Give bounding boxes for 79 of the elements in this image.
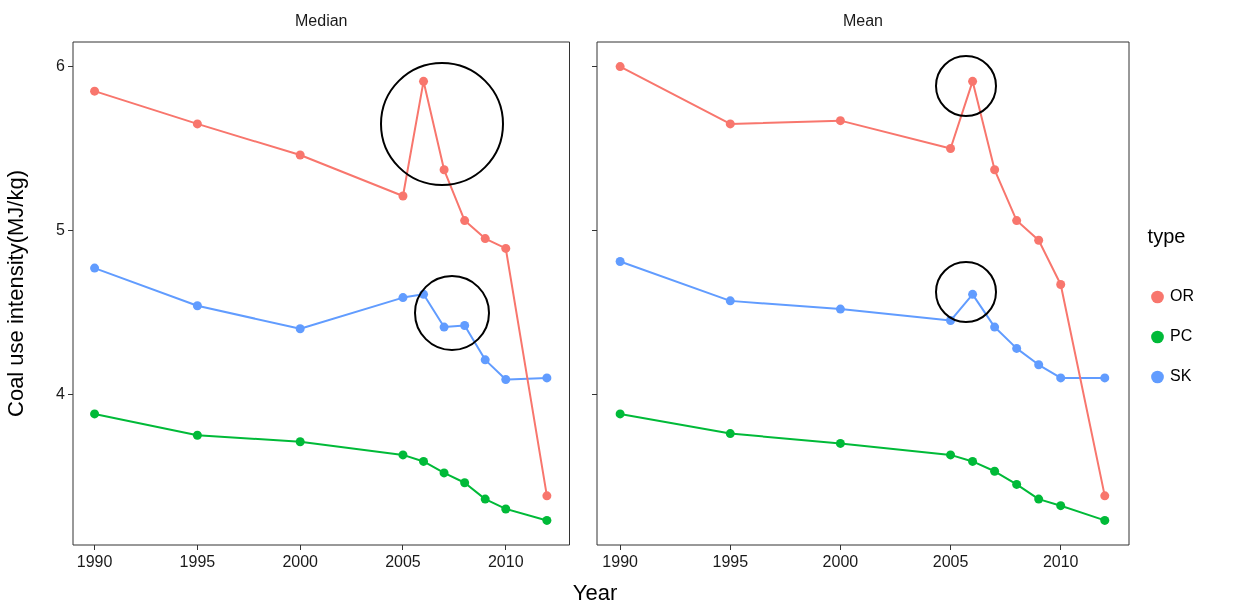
x-tick-label: 2005 bbox=[932, 553, 969, 571]
point bbox=[1056, 373, 1066, 383]
point bbox=[192, 430, 202, 440]
x-tick-label: 1990 bbox=[76, 553, 113, 571]
point bbox=[990, 165, 1000, 175]
point bbox=[480, 355, 490, 365]
point bbox=[295, 437, 305, 447]
point bbox=[725, 296, 735, 306]
point bbox=[90, 86, 100, 96]
point bbox=[460, 320, 470, 330]
point bbox=[90, 409, 100, 419]
chart-title: Mean bbox=[842, 12, 884, 30]
point bbox=[1100, 515, 1110, 525]
point bbox=[501, 243, 511, 253]
y-axis-title: Coal use intensity(MJ/kg) bbox=[3, 170, 29, 417]
point bbox=[501, 375, 511, 385]
point bbox=[725, 429, 735, 439]
legend-label: PC bbox=[1170, 327, 1193, 345]
point bbox=[439, 165, 449, 175]
point bbox=[990, 466, 1000, 476]
legend-label: OR bbox=[1170, 287, 1194, 305]
point bbox=[1056, 279, 1066, 289]
legend-label: SK bbox=[1170, 367, 1192, 385]
point bbox=[480, 494, 490, 504]
point bbox=[968, 456, 978, 466]
point bbox=[615, 257, 625, 267]
x-axis-title: Year bbox=[571, 580, 619, 606]
point bbox=[1034, 494, 1044, 504]
point bbox=[835, 438, 845, 448]
point bbox=[615, 62, 625, 72]
point bbox=[968, 76, 978, 86]
point bbox=[542, 491, 552, 501]
point bbox=[439, 322, 449, 332]
point bbox=[835, 116, 845, 126]
point bbox=[295, 150, 305, 160]
point bbox=[835, 304, 845, 314]
y-tick-label: 4 bbox=[56, 384, 66, 402]
point bbox=[460, 216, 470, 226]
point bbox=[946, 144, 956, 153]
x-tick-label: 2000 bbox=[282, 553, 319, 571]
point bbox=[1034, 360, 1044, 370]
x-tick-label: 2010 bbox=[487, 553, 524, 571]
point bbox=[398, 293, 408, 303]
point bbox=[968, 289, 978, 299]
point bbox=[90, 263, 100, 273]
legend-title: type bbox=[1147, 224, 1186, 247]
point bbox=[990, 322, 1000, 332]
point bbox=[192, 301, 202, 311]
point bbox=[725, 119, 735, 129]
x-tick-label: 2010 bbox=[1042, 553, 1079, 571]
x-tick-label: 1990 bbox=[602, 553, 639, 571]
point bbox=[615, 409, 625, 419]
point bbox=[419, 76, 429, 86]
point bbox=[542, 515, 552, 525]
y-tick-label: 6 bbox=[56, 56, 66, 74]
point bbox=[192, 119, 202, 129]
point bbox=[542, 373, 552, 383]
point bbox=[480, 234, 490, 244]
point bbox=[1034, 235, 1044, 245]
point bbox=[1012, 343, 1022, 353]
point bbox=[1012, 216, 1022, 226]
x-tick-label: 1995 bbox=[179, 553, 216, 571]
point bbox=[1056, 501, 1066, 511]
x-tick-label: 1995 bbox=[712, 553, 749, 571]
point bbox=[419, 456, 429, 466]
point bbox=[946, 450, 956, 460]
x-tick-label: 2005 bbox=[385, 553, 421, 571]
point bbox=[1012, 479, 1022, 489]
point bbox=[460, 478, 470, 488]
point bbox=[398, 450, 408, 460]
point bbox=[1100, 491, 1110, 501]
point bbox=[1100, 373, 1110, 383]
point bbox=[439, 468, 449, 478]
point bbox=[398, 191, 408, 201]
point bbox=[501, 504, 511, 514]
point bbox=[295, 324, 305, 334]
x-tick-label: 2000 bbox=[822, 553, 859, 571]
y-tick-label: 5 bbox=[56, 220, 66, 238]
chart-title: Median bbox=[295, 12, 348, 30]
